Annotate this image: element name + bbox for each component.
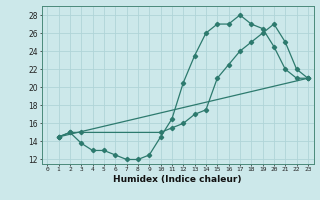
X-axis label: Humidex (Indice chaleur): Humidex (Indice chaleur) xyxy=(113,175,242,184)
